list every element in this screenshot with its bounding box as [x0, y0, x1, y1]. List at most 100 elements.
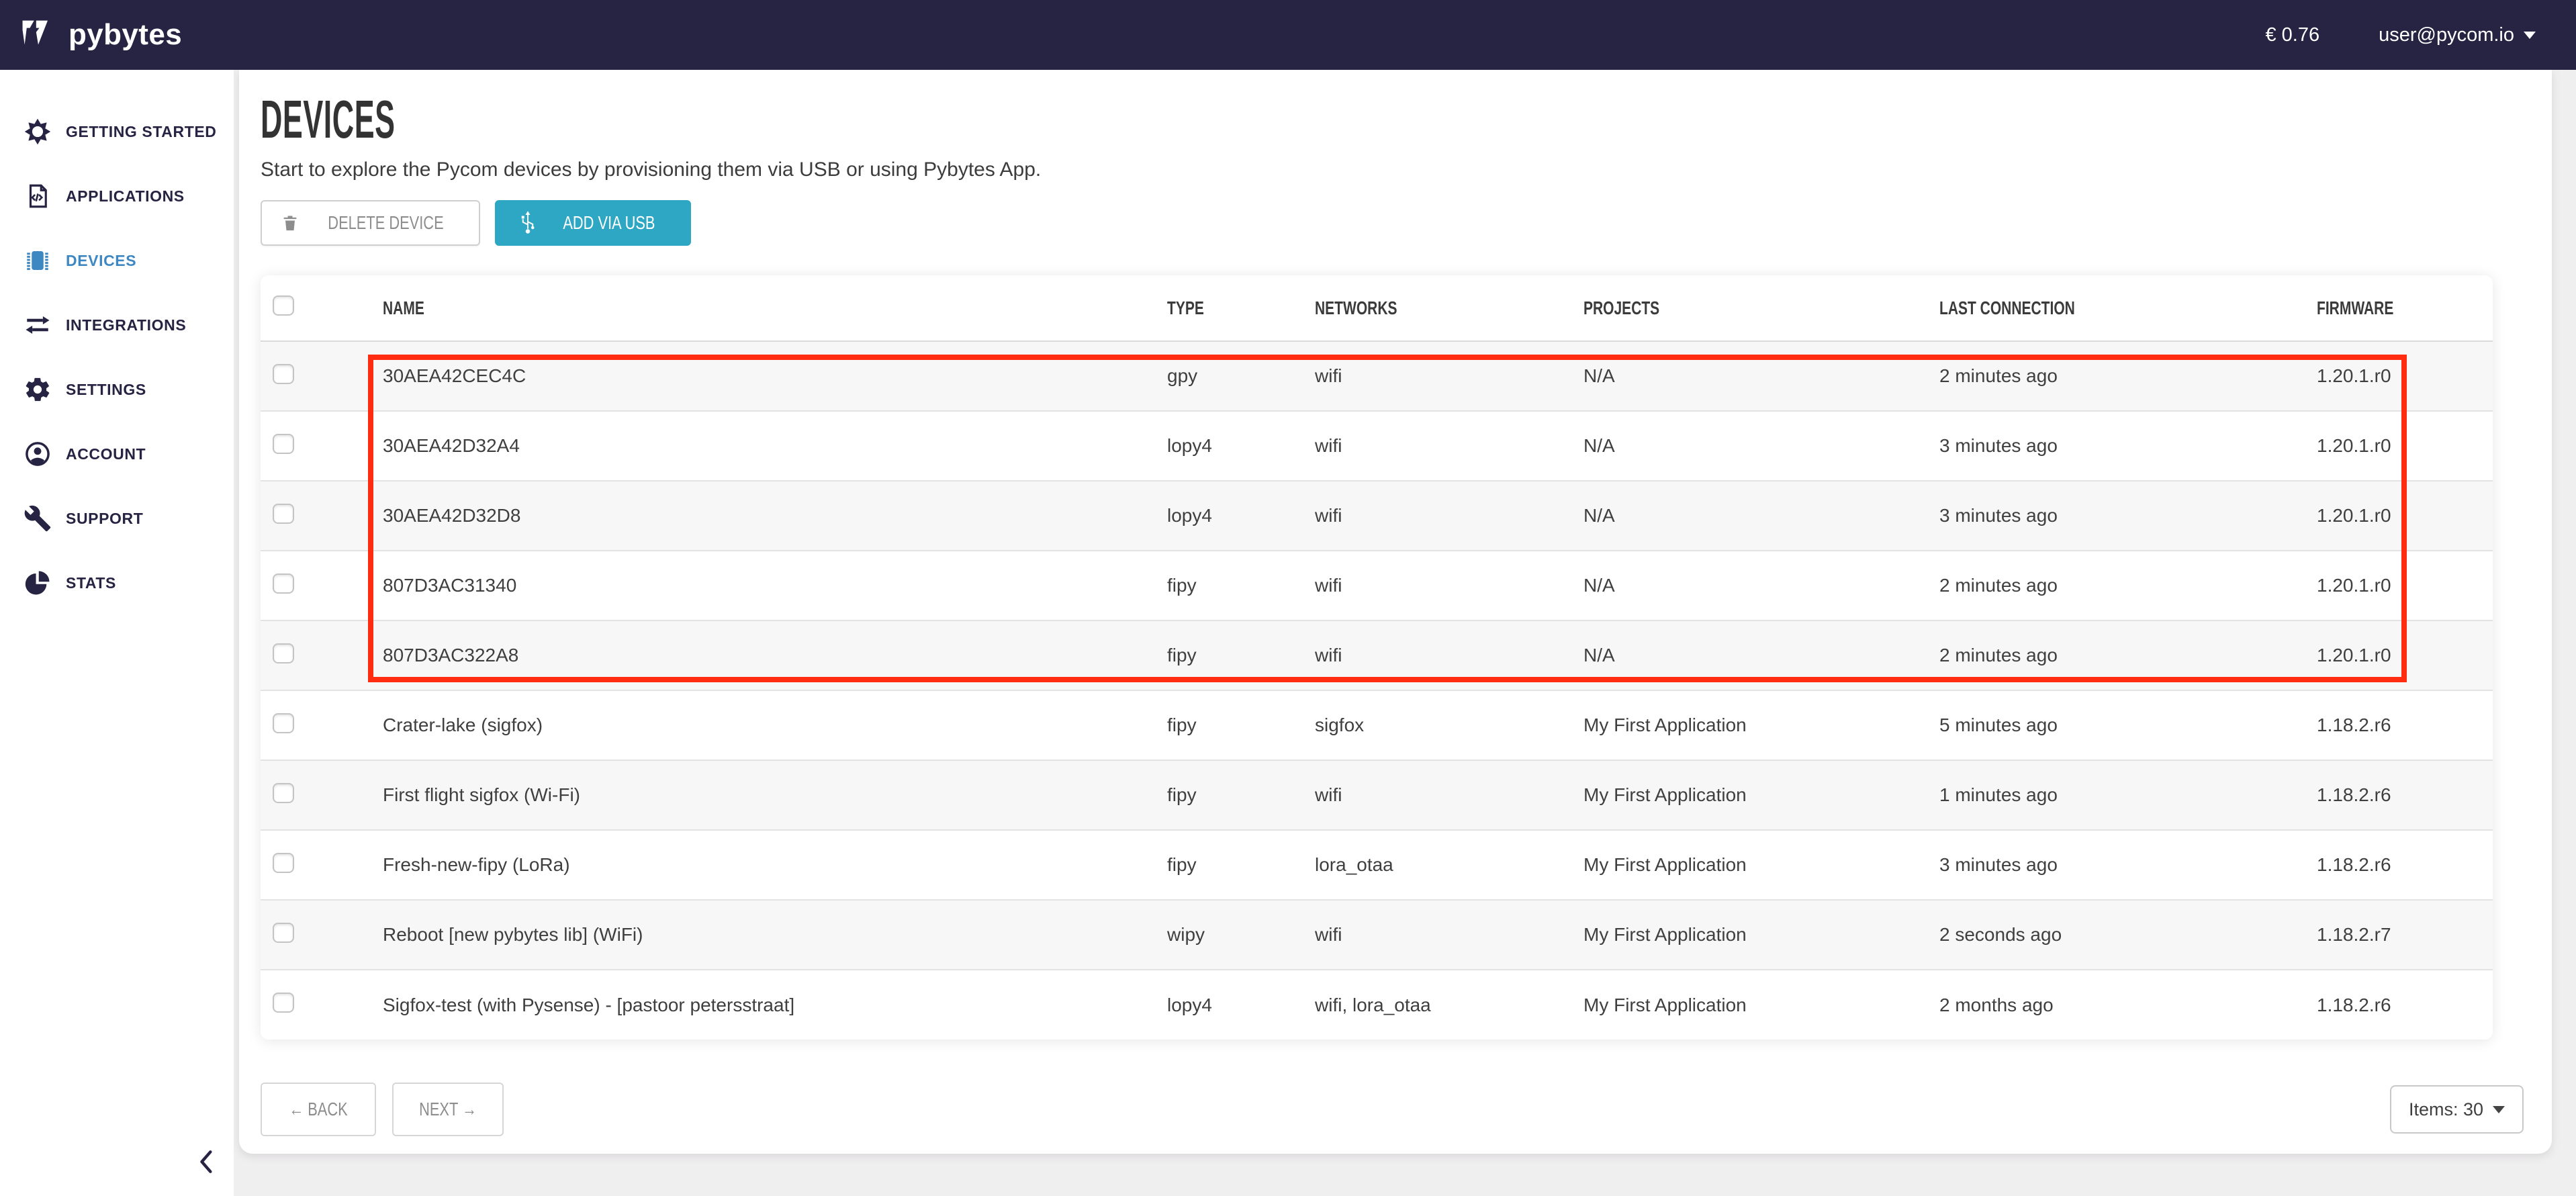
cell-name: First flight sigfox (Wi-Fi) [383, 760, 1167, 830]
cell-last-connection: 3 minutes ago [1939, 480, 2317, 551]
cell-last-connection: 3 minutes ago [1939, 410, 2317, 481]
cell-firmware: 1.20.1.r0 [2317, 620, 2493, 690]
table-row: Sigfox-test (with Pysense) - [pastoor pe… [261, 969, 2493, 1040]
delete-device-label: DELETE DEVICE [328, 212, 444, 233]
chevron-down-icon [2524, 31, 2536, 39]
cell-name: Crater-lake (sigfox) [383, 690, 1167, 760]
cell-name: 807D3AC322A8 [383, 620, 1167, 690]
cell-name: Sigfox-test (with Pysense) - [pastoor pe… [383, 969, 1167, 1040]
table-row: Crater-lake (sigfox) fipy sigfox My First A… [261, 690, 2493, 760]
cell-last-connection: 2 minutes ago [1939, 550, 2317, 620]
sidebar: GETTING STARTED APPLICATIONS DEVICES INTEGR… [0, 70, 234, 1196]
chevron-down-icon [2493, 1105, 2505, 1113]
cell-networks: wifi [1315, 410, 1583, 481]
column-header: FIRMWARE [2317, 275, 2493, 342]
column-header: NETWORKS [1315, 275, 1583, 342]
row-checkbox[interactable] [273, 852, 294, 873]
sidebar-item-stats[interactable]: STATS [0, 551, 234, 615]
page-subtitle: Start to explore the Pycom devices by pr… [261, 158, 1042, 181]
cell-last-connection: 2 minutes ago [1939, 620, 2317, 690]
cell-name: 30AEA42D32A4 [383, 410, 1167, 481]
items-per-page-label: Items: 30 [2408, 1099, 2483, 1119]
sidebar-item-applications[interactable]: APPLICATIONS [0, 164, 234, 228]
column-header: LAST CONNECTION [1939, 275, 2317, 342]
wrench-icon [23, 504, 52, 533]
column-header: PROJECTS [1583, 275, 1939, 342]
user-email: user@pycom.io [2379, 24, 2514, 46]
sidebar-item-support[interactable]: SUPPORT [0, 486, 234, 551]
cell-projects: My First Application [1583, 829, 1939, 900]
sidebar-item-label: SETTINGS [66, 380, 146, 398]
row-checkbox[interactable] [273, 643, 294, 663]
account-balance: € 0.76 [2265, 24, 2320, 46]
cell-firmware: 1.18.2.r6 [2317, 760, 2493, 830]
cell-networks: wifi [1315, 760, 1583, 830]
table-row: 30AEA42D32A4 lopy4 wifi N/A 3 minutes ago 1.2… [261, 410, 2493, 481]
row-checkbox[interactable] [273, 922, 294, 943]
sidebar-item-label: APPLICATIONS [66, 187, 185, 205]
cell-projects: N/A [1583, 341, 1939, 411]
back-button[interactable]: ← BACK [261, 1083, 376, 1136]
cell-firmware: 1.20.1.r0 [2317, 550, 2493, 620]
main-content: DEVICES Start to explore the Pycom devic… [239, 70, 2552, 1154]
cell-name: 30AEA42D32D8 [383, 480, 1167, 551]
cell-projects: My First Application [1583, 969, 1939, 1040]
select-all-checkbox[interactable] [273, 295, 294, 316]
cell-firmware: 1.20.1.r0 [2317, 410, 2493, 481]
row-checkbox[interactable] [273, 993, 294, 1013]
pycom-logo-icon [21, 17, 56, 52]
items-per-page-select[interactable]: Items: 30 [2389, 1085, 2524, 1134]
cell-projects: N/A [1583, 550, 1939, 620]
table-row: 30AEA42D32D8 lopy4 wifi N/A 3 minutes ago 1.2… [261, 480, 2493, 551]
row-checkbox[interactable] [273, 433, 294, 454]
sidebar-item-devices[interactable]: DEVICES [0, 228, 234, 293]
sidebar-nav: GETTING STARTED APPLICATIONS DEVICES INTEGR… [0, 70, 234, 615]
cell-last-connection: 3 minutes ago [1939, 829, 2317, 900]
sidebar-item-account[interactable]: ACCOUNT [0, 422, 234, 486]
user-icon [23, 439, 52, 469]
row-checkbox[interactable] [273, 712, 294, 733]
column-header: TYPE [1167, 275, 1315, 342]
cell-type: fipy [1167, 829, 1315, 900]
table-row: 807D3AC322A8 fipy wifi N/A 2 minutes ago 1.20… [261, 620, 2493, 690]
cell-last-connection: 5 minutes ago [1939, 690, 2317, 760]
sidebar-item-integrations[interactable]: INTEGRATIONS [0, 293, 234, 357]
sidebar-item-label: DEVICES [66, 251, 137, 269]
page-title: DEVICES [261, 89, 396, 149]
cell-networks: wifi [1315, 899, 1583, 970]
cell-networks: wifi [1315, 480, 1583, 551]
cell-name: 30AEA42CEC4C [383, 341, 1167, 411]
row-checkbox[interactable] [273, 363, 294, 384]
sidebar-item-label: STATS [66, 573, 116, 592]
cell-last-connection: 2 months ago [1939, 969, 2317, 1040]
cell-type: lopy4 [1167, 410, 1315, 481]
cell-type: fipy [1167, 550, 1315, 620]
cell-projects: My First Application [1583, 690, 1939, 760]
device-table-panel: NAME TYPE NETWORKS PROJECTS LAST CONNECTION F… [261, 275, 2493, 1040]
cell-projects: My First Application [1583, 760, 1939, 830]
add-via-usb-label: ADD VIA USB [563, 212, 655, 233]
row-checkbox[interactable] [273, 782, 294, 803]
pybytes-logo[interactable]: pybytes [0, 17, 182, 52]
next-button[interactable]: NEXT → [392, 1083, 504, 1136]
cell-type: fipy [1167, 690, 1315, 760]
usb-icon [518, 210, 538, 236]
sidebar-item-label: SUPPORT [66, 509, 144, 527]
table-row: 807D3AC31340 fipy wifi N/A 2 minutes ago 1.20… [261, 550, 2493, 620]
sidebar-item-getting-started[interactable]: GETTING STARTED [0, 99, 234, 164]
user-menu[interactable]: user@pycom.io [2379, 24, 2536, 46]
cell-type: lopy4 [1167, 969, 1315, 1040]
sidebar-item-settings[interactable]: SETTINGS [0, 357, 234, 422]
row-checkbox[interactable] [273, 503, 294, 524]
cell-projects: N/A [1583, 410, 1939, 481]
sidebar-item-label: GETTING STARTED [66, 122, 217, 140]
cell-projects: N/A [1583, 620, 1939, 690]
sidebar-collapse-button[interactable] [188, 1144, 223, 1179]
column-header: NAME [383, 275, 1167, 342]
row-checkbox[interactable] [273, 573, 294, 594]
table-header-row: NAME TYPE NETWORKS PROJECTS LAST CONNECTION F… [261, 275, 2493, 342]
add-via-usb-button[interactable]: ADD VIA USB [494, 200, 691, 246]
cell-last-connection: 2 seconds ago [1939, 899, 2317, 970]
delete-device-button[interactable]: DELETE DEVICE [261, 200, 480, 246]
